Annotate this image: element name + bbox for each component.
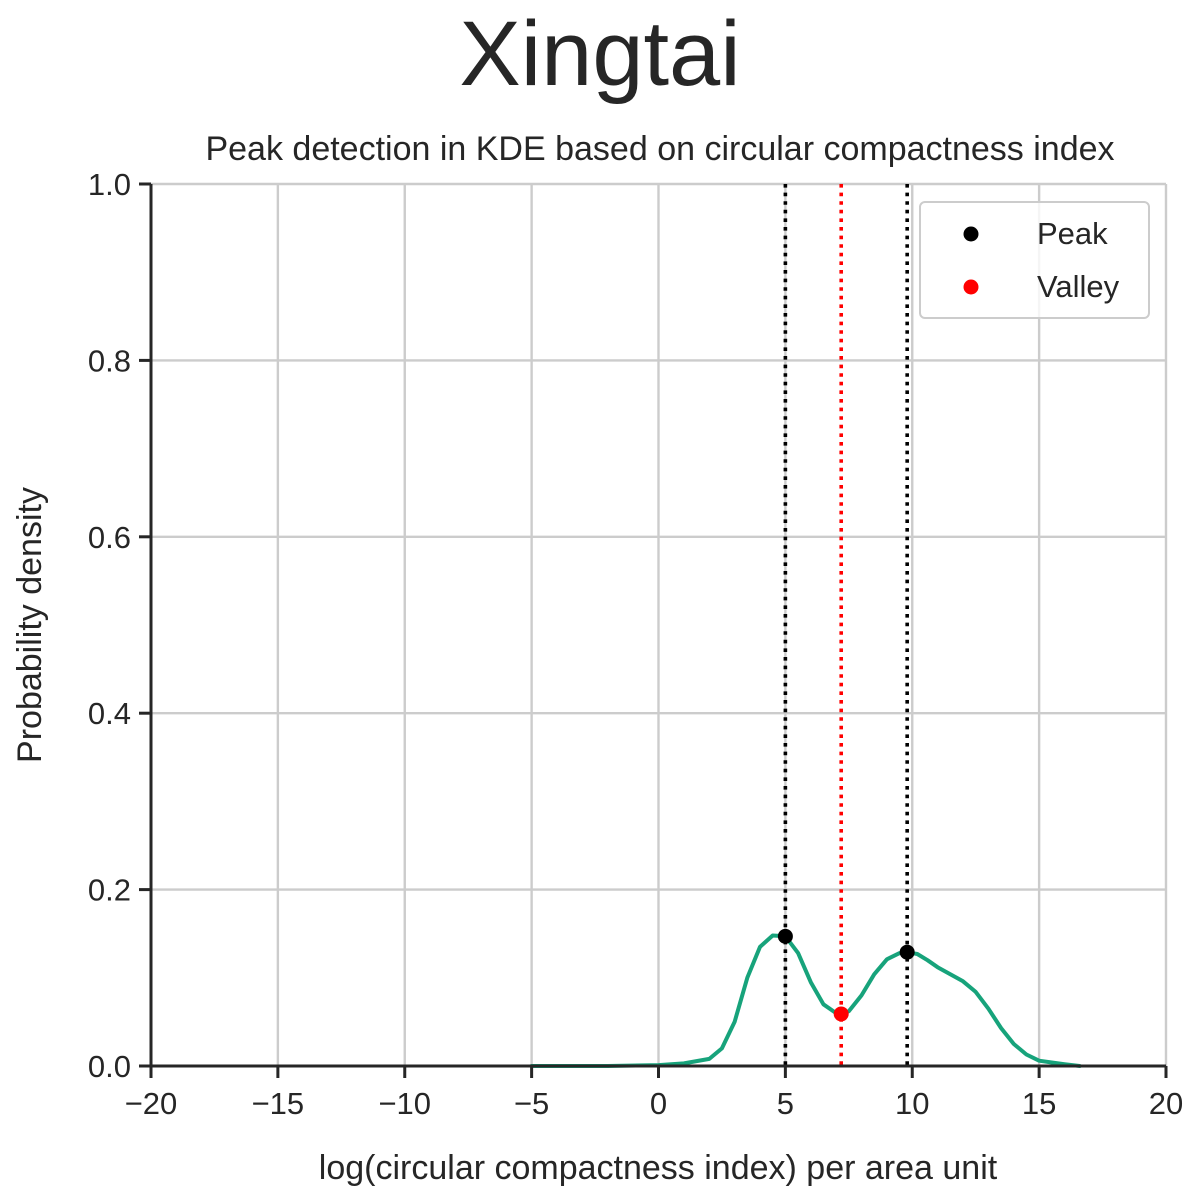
legend-marker — [963, 279, 979, 295]
y-tick-label: 1.0 — [88, 167, 131, 202]
y-axis-label: Probability density — [11, 487, 49, 763]
y-tick-label: 0.4 — [88, 696, 131, 731]
x-axis-label: log(circular compactness index) per area… — [319, 1149, 998, 1187]
y-tick-label: 0.8 — [88, 343, 131, 378]
plot-series — [529, 928, 1082, 1068]
legend-label: Peak — [1037, 216, 1108, 251]
x-tick-label: 10 — [895, 1086, 929, 1121]
x-tick-label: 15 — [1022, 1086, 1056, 1121]
x-tick-label: −20 — [125, 1086, 178, 1121]
legend-label: Valley — [1037, 269, 1120, 304]
legend-marker — [963, 226, 979, 242]
kde-curve — [529, 933, 1082, 1068]
y-tick-label: 0.2 — [88, 873, 131, 908]
y-tick-label: 0.6 — [88, 520, 131, 555]
x-tick-label: 0 — [650, 1086, 667, 1121]
x-tick-label: 20 — [1149, 1086, 1183, 1121]
peak-point — [899, 944, 915, 960]
x-tick-label: −10 — [378, 1086, 431, 1121]
chart-suptitle: Xingtai — [459, 3, 740, 105]
peak-point — [777, 928, 793, 944]
x-tick-label: −5 — [514, 1086, 549, 1121]
vertical-markers — [783, 184, 909, 1066]
chart-title: Peak detection in KDE based on circular … — [205, 130, 1114, 168]
y-tick-label: 0.0 — [88, 1049, 131, 1084]
x-tick-label: 5 — [777, 1086, 794, 1121]
ticks: −20 −15 −10 −5 0 5 10 15 20 0.0 0.2 0.4 0.6 0.8 1.0 — [88, 167, 1183, 1121]
x-tick-label: −15 — [252, 1086, 305, 1121]
legend: Peak Valley — [919, 201, 1150, 319]
valley-point — [833, 1006, 849, 1022]
